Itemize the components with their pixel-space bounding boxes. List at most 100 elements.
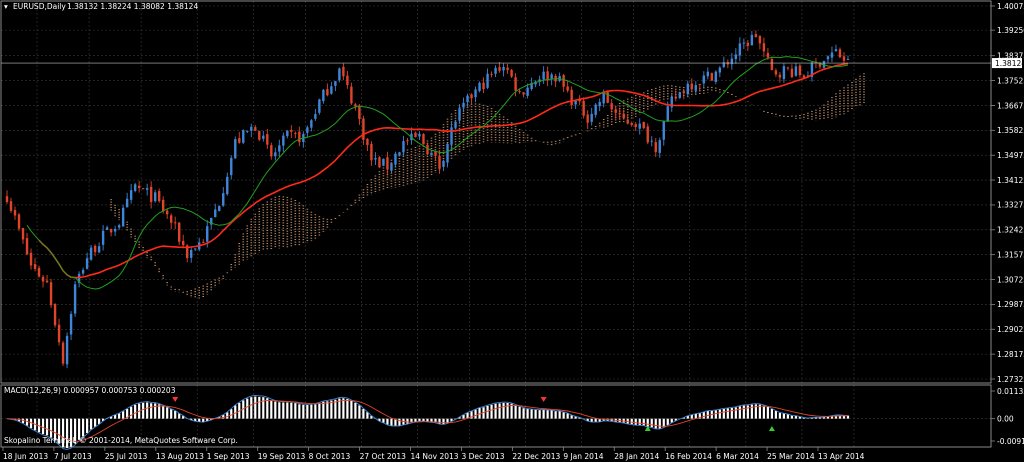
candle-body: [426, 144, 429, 155]
candle-body: [462, 102, 465, 108]
ohlc-values: 1.38132 1.38224 1.38082 1.38124: [67, 2, 198, 11]
candle-body: [654, 142, 657, 153]
candle-body: [542, 71, 545, 80]
candle-body: [121, 207, 125, 227]
price-tick-label: 1.31575: [997, 250, 1024, 259]
candle-body: [742, 42, 746, 44]
candle-body: [5, 196, 9, 203]
candle-body: [109, 228, 113, 233]
candle-body: [722, 62, 726, 67]
price-tick-label: 1.39250: [997, 26, 1024, 35]
time-tick-label: 27 Oct 2013: [360, 452, 407, 461]
candle-body: [338, 68, 341, 81]
candle-body: [762, 43, 766, 52]
candle-body: [173, 222, 177, 224]
candle-body: [133, 184, 137, 191]
price-tick-label: 1.30725: [997, 275, 1024, 284]
candle-body: [61, 342, 65, 364]
candle-body: [354, 104, 357, 107]
candle-body: [758, 35, 762, 44]
candle-body: [594, 104, 597, 115]
candle-body: [177, 222, 181, 242]
candle-body: [710, 73, 714, 81]
buy-arrow-icon: [644, 426, 651, 431]
candle-body: [738, 43, 742, 56]
candle-body: [674, 96, 677, 99]
candle-body: [458, 108, 461, 121]
candle-body: [33, 264, 37, 270]
candle-body: [246, 130, 249, 132]
candle-body: [286, 130, 289, 137]
candle-body: [182, 240, 185, 246]
candle-body: [242, 130, 245, 143]
candle-body: [670, 96, 673, 108]
price-tick-label: 1.36675: [997, 101, 1024, 110]
candle-body: [77, 273, 81, 283]
candle-body: [370, 143, 373, 161]
candle-body: [29, 252, 33, 266]
candle-body: [117, 225, 121, 228]
price-tick-label: 1.40075: [997, 2, 1024, 11]
price-tick-label: 1.38375: [997, 52, 1024, 61]
candle-body: [810, 62, 814, 77]
candle-body: [838, 49, 842, 58]
candle-body: [530, 83, 533, 90]
candle-body: [634, 124, 637, 128]
candle-body: [822, 60, 826, 68]
candle-body: [262, 135, 265, 139]
candle-body: [398, 152, 401, 156]
candle-body: [802, 75, 806, 79]
main-pane-frame: [0, 0, 992, 384]
candle-body: [582, 100, 585, 116]
candle-body: [842, 56, 846, 61]
candle-body: [750, 34, 754, 46]
candle-body: [113, 228, 117, 232]
candle-body: [17, 214, 21, 229]
candle-body: [41, 276, 45, 282]
candle-body: [834, 49, 838, 52]
candle-body: [590, 113, 593, 122]
candle-body: [314, 114, 317, 119]
candle-body: [322, 89, 325, 102]
candle-body: [702, 75, 706, 84]
candle-body: [450, 127, 453, 145]
candle-body: [37, 267, 41, 277]
candle-body: [790, 68, 794, 78]
chart-dropdown-icon[interactable]: ▾: [4, 2, 8, 11]
candle-body: [165, 210, 169, 215]
candle-body: [73, 284, 77, 314]
candle-body: [366, 138, 369, 146]
candle-body: [534, 81, 537, 85]
candle-body: [510, 69, 513, 77]
candle-body: [690, 83, 693, 90]
candle-body: [514, 77, 517, 91]
candle-body: [362, 118, 365, 140]
candle-body: [686, 83, 689, 95]
candle-body: [598, 101, 601, 107]
candle-body: [65, 335, 69, 365]
candle-body: [394, 153, 397, 165]
time-tick-label: 7 Jul 2013: [54, 452, 92, 461]
candle-body: [258, 131, 261, 140]
candle-body: [442, 160, 445, 167]
candle-body: [145, 188, 149, 190]
price-tick-label: 1.35825: [997, 126, 1024, 135]
candle-body: [290, 129, 293, 132]
candle-body: [766, 52, 770, 58]
candle-body: [486, 73, 489, 88]
candle-body: [169, 215, 173, 223]
macd-grid: [1, 385, 991, 447]
time-tick-label: 28 Jan 2014: [614, 452, 659, 461]
candle-body: [470, 94, 473, 99]
candle-body: [754, 33, 758, 38]
candle-body: [718, 67, 722, 73]
time-tick-label: 16 Feb 2014: [665, 452, 712, 461]
candle-body: [266, 134, 269, 145]
candle-body: [490, 73, 493, 75]
price-tick-label: 1.32425: [997, 226, 1024, 235]
candle-body: [538, 79, 541, 82]
price-tick-label: 1.29875: [997, 300, 1024, 309]
candle-body: [214, 209, 217, 218]
candlesticks: [5, 30, 850, 369]
